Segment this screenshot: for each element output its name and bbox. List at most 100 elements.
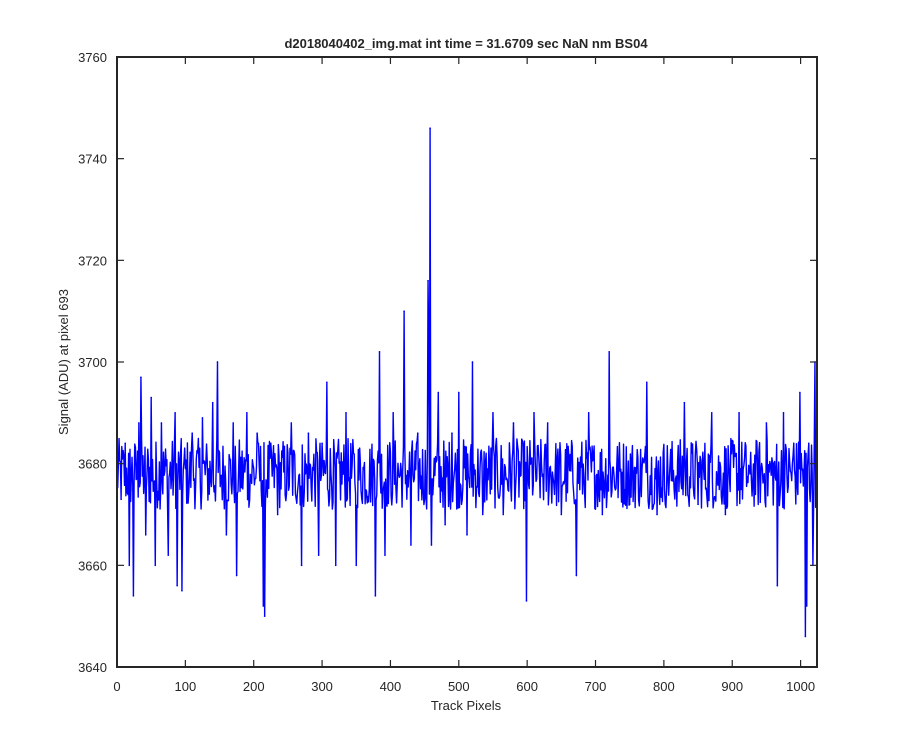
data-point xyxy=(608,351,610,353)
data-point xyxy=(808,442,810,445)
x-tick-label: 300 xyxy=(311,679,333,694)
data-point xyxy=(512,422,515,424)
data-point xyxy=(374,595,377,597)
y-tick-label: 3760 xyxy=(78,50,107,65)
y-tick-label: 3680 xyxy=(78,457,107,472)
data-point xyxy=(525,600,528,602)
data-point xyxy=(683,401,686,404)
data-point xyxy=(724,513,727,516)
x-tick-label: 600 xyxy=(516,679,538,694)
data-point xyxy=(410,544,412,546)
data-point xyxy=(481,513,484,516)
data-point xyxy=(765,422,768,424)
data-point xyxy=(355,564,358,567)
data-point xyxy=(466,534,468,536)
data-point xyxy=(160,422,163,424)
data-point xyxy=(384,554,386,556)
data-point xyxy=(444,523,446,526)
x-tick-label: 500 xyxy=(448,679,470,694)
data-point xyxy=(270,442,272,445)
data-point xyxy=(776,584,779,587)
data-point xyxy=(403,310,405,312)
data-point xyxy=(804,635,807,638)
data-point xyxy=(601,513,604,516)
data-point xyxy=(181,589,183,592)
data-point xyxy=(334,564,337,567)
data-point xyxy=(430,544,433,546)
data-point xyxy=(317,554,320,556)
data-point xyxy=(546,422,549,424)
data-point xyxy=(174,412,176,414)
data-point xyxy=(246,412,248,414)
data-point xyxy=(427,340,430,343)
data-point xyxy=(560,513,563,516)
data-point xyxy=(191,432,193,434)
data-point xyxy=(533,412,535,414)
data-point xyxy=(749,473,751,475)
x-tick-label: 400 xyxy=(380,679,402,694)
axes-layer: 0 100 200 300 400 500 600 700 800 900 1000 3640 3660… xyxy=(78,50,818,694)
data-point xyxy=(805,605,808,607)
data-point xyxy=(575,574,578,577)
data-point xyxy=(176,584,178,587)
data-point xyxy=(150,396,152,399)
data-point xyxy=(263,615,266,617)
data-point xyxy=(290,422,293,424)
data-point xyxy=(427,279,429,282)
data-point xyxy=(458,391,460,394)
data-point xyxy=(276,513,279,516)
data-point xyxy=(697,503,699,506)
data-point xyxy=(710,412,713,414)
x-tick-label: 0 xyxy=(113,679,120,694)
data-point xyxy=(300,564,303,567)
data-point xyxy=(120,498,122,501)
x-tick-label: 900 xyxy=(721,679,743,694)
data-point xyxy=(378,351,381,353)
data-point xyxy=(232,422,235,424)
plot-area xyxy=(117,57,817,667)
data-point xyxy=(587,412,590,414)
x-axis-label: Track Pixels xyxy=(431,698,502,713)
data-point xyxy=(437,391,440,394)
data-point xyxy=(124,442,126,445)
data-point xyxy=(154,564,157,567)
x-tick-label: 800 xyxy=(653,679,675,694)
data-point xyxy=(321,442,323,445)
data-point xyxy=(201,417,204,419)
data-point xyxy=(216,361,219,363)
data-point xyxy=(502,513,505,516)
data-point xyxy=(392,412,394,414)
data-point xyxy=(256,432,258,434)
x-tick-label: 1000 xyxy=(786,679,815,694)
data-point xyxy=(492,412,494,414)
data-point xyxy=(416,432,419,434)
y-tick-label: 3660 xyxy=(78,558,107,573)
data-point xyxy=(451,432,453,434)
x-tick-label: 700 xyxy=(585,679,607,694)
data-point xyxy=(138,422,140,424)
x-tick-label: 200 xyxy=(243,679,265,694)
data-point xyxy=(262,605,265,607)
data-point xyxy=(628,503,631,506)
data-point xyxy=(656,513,658,516)
data-point xyxy=(799,391,801,394)
data-point xyxy=(211,401,214,404)
data-point xyxy=(429,127,431,129)
y-tick-label: 3740 xyxy=(78,152,107,167)
data-point xyxy=(132,595,135,597)
data-point xyxy=(235,574,238,577)
data-point xyxy=(326,381,328,384)
data-point xyxy=(128,564,131,567)
data-point xyxy=(782,412,785,414)
data-point xyxy=(167,554,170,556)
data-point xyxy=(792,442,795,445)
y-tick-label: 3700 xyxy=(78,355,107,370)
chart-title: d2018040402_img.mat int time = 31.6709 s… xyxy=(284,36,648,51)
data-point xyxy=(144,534,147,536)
data-point xyxy=(225,534,228,536)
data-point xyxy=(738,412,740,414)
y-tick-label: 3720 xyxy=(78,253,107,268)
data-point xyxy=(140,376,142,379)
